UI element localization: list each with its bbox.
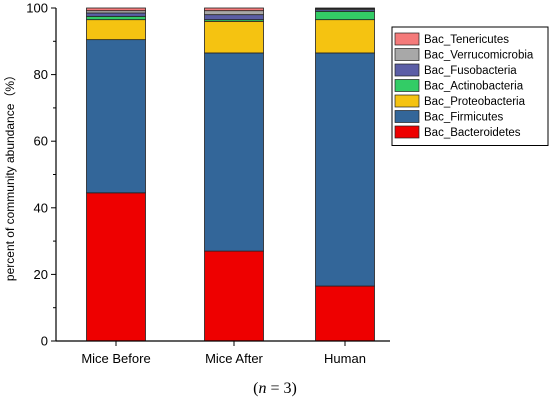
legend-swatch-bac-proteobacteria: [394, 94, 420, 108]
bar-segment-bac-proteobacteria-1: [204, 20, 264, 54]
bar-segment-bac-bacteroidetes-2: [315, 285, 375, 342]
y-tick-label-20: 20: [34, 267, 48, 282]
bar-segment-bac-firmicutes-2: [315, 52, 375, 287]
y-tick-label-80: 80: [34, 67, 48, 82]
legend-swatch-bac-actinobacteria: [394, 79, 420, 92]
bar-segment-bac-bacteroidetes-0: [86, 192, 146, 342]
bar-segment-bac-actinobacteria-2: [315, 10, 375, 21]
bar-segment-bac-firmicutes-0: [86, 39, 146, 194]
x-tick-label-2: Human: [324, 351, 366, 366]
bars-layer: [86, 7, 375, 342]
bar-segment-bac-verrucomicrobia-1: [204, 10, 264, 16]
legend-label-bac-firmicutes: Bac_Firmicutes: [424, 112, 503, 124]
legend-label-bac-fusobacteria: Bac_Fusobacteria: [424, 65, 517, 77]
legend-swatch-bac-bacteroidetes: [394, 125, 420, 139]
bar-segment-bac-fusobacteria-0: [86, 12, 146, 17]
legend-swatch-bac-tenericutes: [394, 32, 420, 46]
x-tick-label-1: Mice After: [205, 351, 263, 366]
y-tick-label-0: 0: [41, 334, 48, 349]
caption-rest: = 3): [266, 380, 297, 397]
bar-segment-bac-proteobacteria-0: [86, 19, 146, 41]
legend-label-bac-actinobacteria: Bac_Actinobacteria: [424, 81, 524, 93]
y-tick-label-40: 40: [34, 200, 48, 215]
legend-swatch-bac-fusobacteria: [394, 63, 420, 77]
legend-swatch-bac-verrucomicrobia: [394, 48, 420, 61]
caption-variable: n: [258, 380, 267, 397]
caption-open: (: [253, 380, 259, 397]
bar-segment-bac-firmicutes-1: [204, 52, 264, 252]
bar-segment-bac-proteobacteria-2: [315, 19, 375, 54]
bar-segment-bac-tenericutes-1: [204, 7, 264, 12]
x-tick-label-0: Mice Before: [81, 351, 150, 366]
bar-segment-bac-tenericutes-2: [315, 7, 375, 10]
y-tick-label-100: 100: [26, 1, 48, 16]
bar-segment-bac-fusobacteria-1: [204, 14, 264, 21]
legend-label-bac-proteobacteria: Bac_Proteobacteria: [424, 96, 526, 108]
figure-caption: (n = 3): [0, 380, 550, 398]
bar-segment-bac-bacteroidetes-1: [204, 250, 264, 342]
bar-segment-bac-tenericutes-0: [86, 7, 146, 12]
bar-segment-bac-actinobacteria-0: [86, 15, 146, 21]
legend-label-bac-verrucomicrobia: Bac_Verrucomicrobia: [424, 50, 534, 62]
legend-label-bac-bacteroidetes: Bac_Bacteroidetes: [424, 127, 521, 139]
axes-layer: 0 20 40 60 80 100 Mice Before Mice After Human: [26, 1, 390, 366]
y-axis-title: percent of community abundance（%）: [3, 69, 17, 281]
y-tick-label-60: 60: [34, 134, 48, 149]
legend: Bac_Tenericutes Bac_Verrucomicrobia Bac_Fu…: [391, 26, 549, 146]
legend-label-bac-tenericutes: Bac_Tenericutes: [424, 34, 509, 46]
legend-swatch-bac-firmicutes: [394, 110, 420, 123]
